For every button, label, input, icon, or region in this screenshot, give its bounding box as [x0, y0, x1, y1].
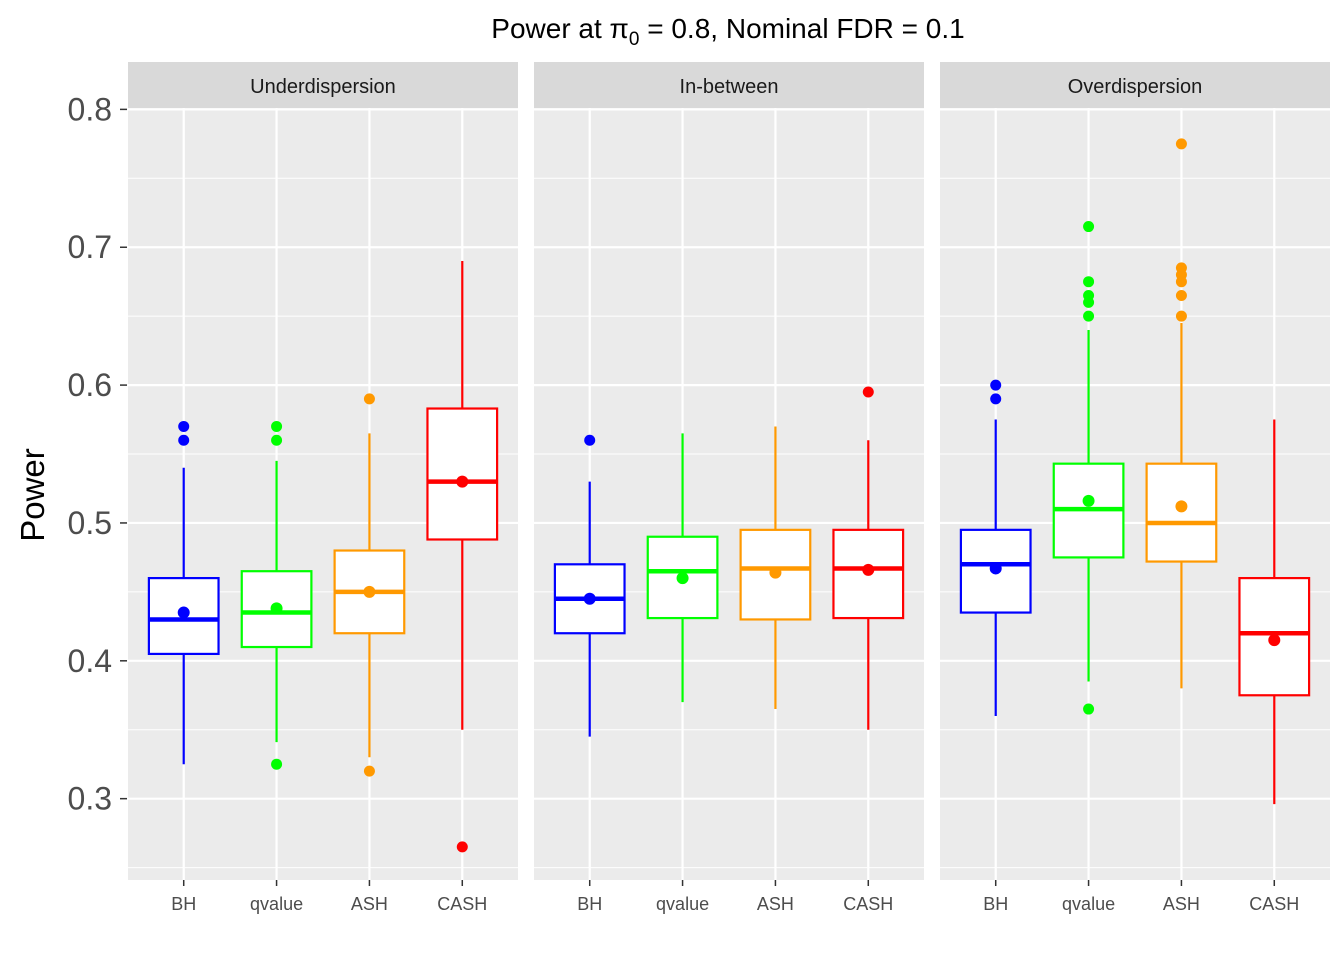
mean-point: [862, 563, 875, 576]
outlier: [990, 379, 1002, 391]
title-subscript: 0: [629, 29, 640, 50]
mean-point: [177, 606, 190, 619]
outlier: [1175, 310, 1187, 322]
outlier: [363, 765, 375, 777]
mean-point: [676, 572, 689, 585]
outlier: [1083, 703, 1095, 715]
outlier: [271, 434, 283, 446]
x-tick-label: ASH: [757, 894, 794, 914]
panel-strip: [534, 62, 924, 108]
title-part: = 0.8, Nominal FDR = 0.1: [639, 13, 964, 44]
outlier: [178, 434, 190, 446]
mean-point: [769, 566, 782, 579]
box: [426, 407, 499, 541]
outlier: [1175, 138, 1187, 150]
mean-point: [270, 602, 283, 615]
y-tick-label: 0.5: [68, 505, 112, 541]
outlier: [178, 420, 190, 432]
mean-point: [456, 475, 469, 488]
mean-point: [583, 592, 596, 605]
y-axis-label: Power: [14, 448, 51, 542]
y-tick-label: 0.6: [68, 367, 112, 403]
mean-point: [363, 585, 376, 598]
outlier: [990, 393, 1002, 405]
outlier: [271, 420, 283, 432]
outlier: [363, 393, 375, 405]
y-tick-label: 0.7: [68, 229, 112, 265]
x-tick-label: qvalue: [656, 894, 709, 914]
outlier: [862, 386, 874, 398]
x-tick-label: BH: [171, 894, 196, 914]
chart-title: Power at π0 = 0.8, Nominal FDR = 0.1: [491, 13, 964, 50]
box: [1145, 462, 1218, 563]
mean-point: [1268, 634, 1281, 647]
outlier: [271, 758, 283, 770]
x-tick-label: qvalue: [1062, 894, 1115, 914]
y-tick-label: 0.3: [68, 781, 112, 817]
x-tick-label: ASH: [351, 894, 388, 914]
panel-background: [940, 108, 1330, 880]
panel-strip: [128, 62, 518, 108]
x-tick-label: CASH: [843, 894, 893, 914]
y-tick-label: 0.4: [68, 643, 112, 679]
outlier: [1083, 221, 1095, 233]
x-tick-label: BH: [983, 894, 1008, 914]
panel-title: Overdispersion: [1068, 76, 1203, 98]
x-tick-label: CASH: [437, 894, 487, 914]
x-tick-label: qvalue: [250, 894, 303, 914]
title-part: Power at π: [491, 13, 629, 44]
x-tick-label: BH: [577, 894, 602, 914]
outlier: [1175, 289, 1187, 301]
x-tick-label: CASH: [1249, 894, 1299, 914]
outlier: [1175, 276, 1187, 288]
panel-title: In-between: [680, 76, 779, 98]
y-tick-label: 0.8: [68, 91, 112, 127]
x-tick-label: ASH: [1163, 894, 1200, 914]
outlier: [1083, 296, 1095, 308]
panel-strip: [940, 62, 1330, 108]
mean-point: [1082, 494, 1095, 507]
outlier: [1083, 276, 1095, 288]
box: [832, 528, 905, 620]
panel-background: [534, 108, 924, 880]
mean-point: [989, 562, 1002, 575]
outlier: [1083, 310, 1095, 322]
outlier: [584, 434, 596, 446]
outlier: [456, 841, 468, 853]
mean-point: [1175, 500, 1188, 513]
panel-title: Underdispersion: [250, 76, 396, 98]
